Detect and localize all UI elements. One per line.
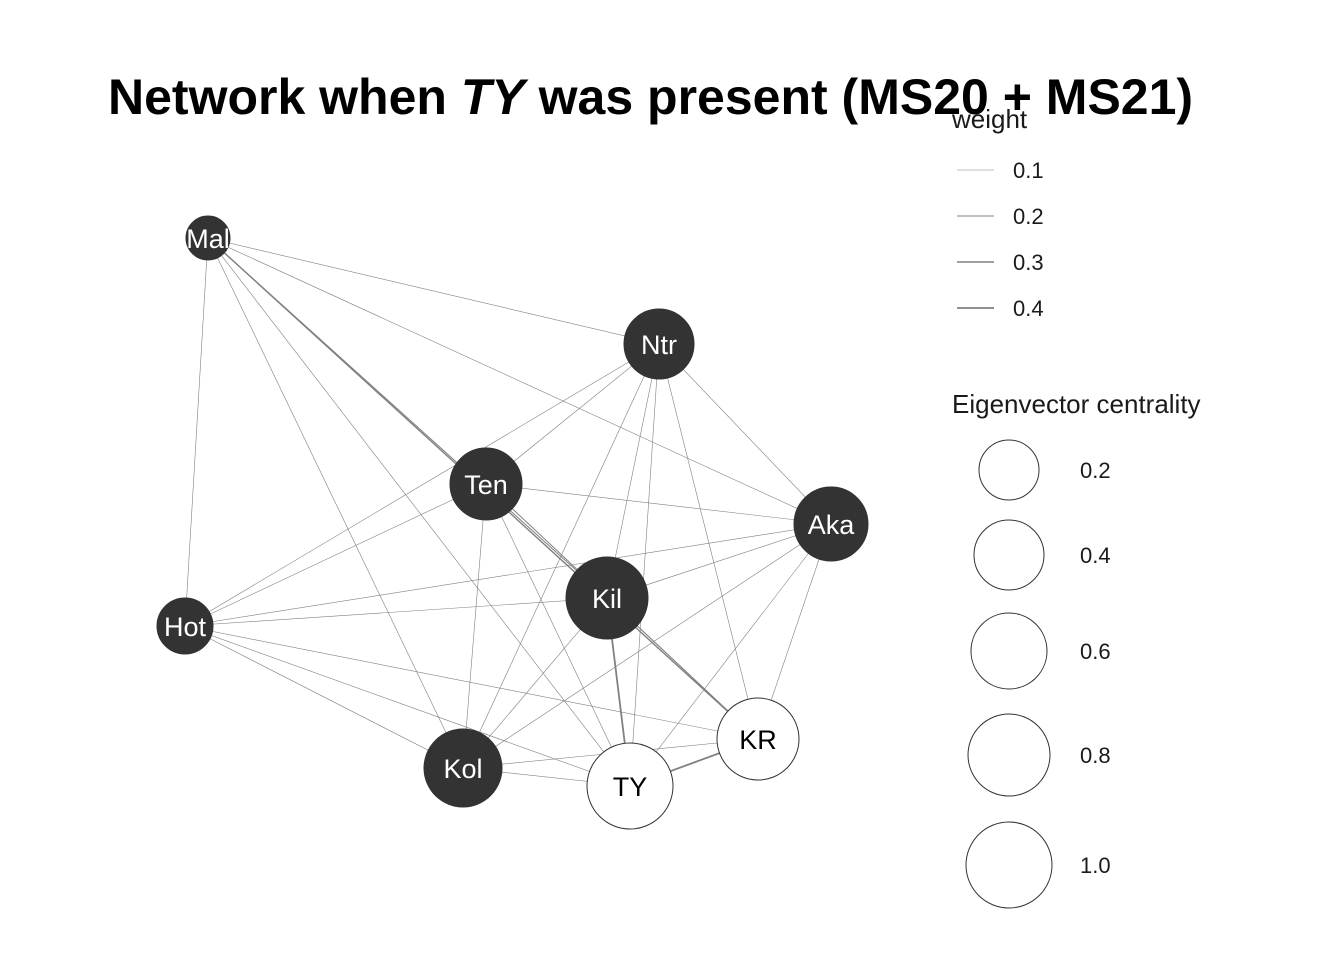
centrality-legend: Eigenvector centrality 0.2 0.4 0.6 0.8 1.0 — [952, 389, 1201, 909]
node-label-Mal: Mal — [186, 224, 230, 254]
node-circle-Kol — [423, 728, 503, 808]
node-label-Kol: Kol — [443, 754, 482, 784]
node-label-Kil: Kil — [592, 584, 622, 614]
weight-key-label: 0.2 — [1013, 204, 1044, 229]
centrality-key-label: 0.4 — [1080, 543, 1111, 568]
node-Ntr: Ntr — [623, 308, 695, 380]
weight-key-label: 0.3 — [1013, 250, 1044, 275]
edge-Ten-Kol — [462, 483, 487, 769]
edge-Ntr-Aka — [658, 343, 832, 525]
centrality-key-label: 0.6 — [1080, 639, 1111, 664]
edge-Ntr-Kil — [606, 343, 660, 599]
edge-Ntr-TY — [629, 343, 660, 787]
node-Aka: Aka — [793, 486, 869, 562]
edge-Hot-KR — [184, 625, 759, 740]
node-Mal: Mal — [185, 215, 231, 261]
weight-key-label: 0.4 — [1013, 296, 1044, 321]
edge-Kil-Hot — [184, 597, 608, 627]
centrality-key-label: 1.0 — [1080, 853, 1111, 878]
node-label-KR: KR — [739, 725, 777, 755]
edge-Mal-Aka — [207, 237, 832, 525]
edge-Mal-TY — [207, 237, 631, 787]
edge-Aka-Kol — [462, 523, 832, 769]
edge-Hot-Kol — [184, 625, 464, 769]
edge-Ntr-Kol — [462, 343, 660, 769]
node-Hot: Hot — [156, 597, 214, 655]
node-KR: KR — [716, 697, 800, 781]
centrality-key-circle-0.2 — [978, 439, 1040, 501]
centrality-key-label: 0.8 — [1080, 743, 1111, 768]
node-circle-Ten — [449, 447, 523, 521]
edge-Ntr-Ten — [485, 343, 660, 485]
weight-legend: weight 0.1 0.2 0.3 0.4 — [951, 104, 1044, 321]
weight-key-label: 0.1 — [1013, 158, 1044, 183]
node-Kol: Kol — [423, 728, 503, 808]
edge-Aka-Hot — [184, 523, 832, 627]
node-circle-Hot — [156, 597, 214, 655]
node-circle-Mal — [185, 215, 231, 261]
chart-title: Network when TY was present (MS20 + MS21… — [108, 68, 1193, 126]
centrality-legend-title: Eigenvector centrality — [952, 389, 1201, 419]
title-suffix: was present (MS20 + MS21) — [524, 69, 1194, 125]
centrality-key-circle-0.4 — [973, 519, 1045, 591]
centrality-key-circle-0.6 — [970, 612, 1048, 690]
edge-Ten-TY — [485, 483, 631, 787]
title-italic: TY — [460, 69, 525, 125]
edge-Ntr-Hot — [184, 343, 660, 627]
centrality-key-circle-1.0 — [965, 821, 1053, 909]
node-TY: TY — [586, 742, 674, 830]
edge-Ten-Aka — [485, 483, 832, 525]
node-circle-Aka — [793, 486, 869, 562]
edge-Mal-Hot — [184, 237, 209, 627]
node-label-Ten: Ten — [464, 470, 508, 500]
edge-Mal-Ntr — [207, 237, 660, 345]
node-Ten: Ten — [449, 447, 523, 521]
edge-Ntr-KR — [658, 343, 759, 740]
weight-legend-title: weight — [951, 104, 1028, 134]
centrality-key-circle-0.8 — [967, 713, 1051, 797]
node-circle-Kil — [565, 556, 649, 640]
node-label-Ntr: Ntr — [641, 330, 677, 360]
node-layer: Mal Ntr Ten Aka Kil Hot KR Kol TY — [156, 215, 869, 830]
title-prefix: Network when — [108, 69, 461, 125]
node-circle-KR — [716, 697, 800, 781]
edge-Hot-TY — [184, 625, 631, 787]
edge-Ten-Hot — [184, 483, 487, 627]
node-label-Aka: Aka — [808, 510, 856, 540]
edge-Aka-TY — [629, 523, 832, 787]
node-label-TY: TY — [613, 772, 648, 802]
node-circle-TY — [586, 742, 674, 830]
edge-Mal-Kol — [207, 237, 464, 769]
node-Kil: Kil — [565, 556, 649, 640]
centrality-key-label: 0.2 — [1080, 458, 1111, 483]
node-label-Hot: Hot — [164, 612, 207, 642]
node-circle-Ntr — [623, 308, 695, 380]
